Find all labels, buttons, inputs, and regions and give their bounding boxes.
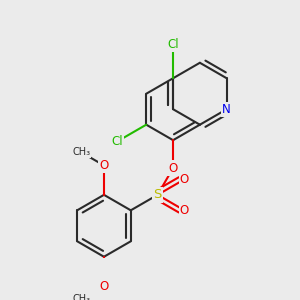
Text: N: N — [222, 103, 231, 116]
Text: Cl: Cl — [167, 38, 179, 51]
Text: O: O — [99, 280, 109, 293]
Text: O: O — [99, 159, 109, 172]
Text: CH₃: CH₃ — [72, 294, 90, 300]
Text: S: S — [153, 188, 162, 201]
Text: Cl: Cl — [111, 135, 123, 148]
Text: CH₃: CH₃ — [72, 147, 90, 157]
Text: O: O — [168, 161, 178, 175]
Text: O: O — [180, 173, 189, 186]
Text: O: O — [180, 204, 189, 217]
